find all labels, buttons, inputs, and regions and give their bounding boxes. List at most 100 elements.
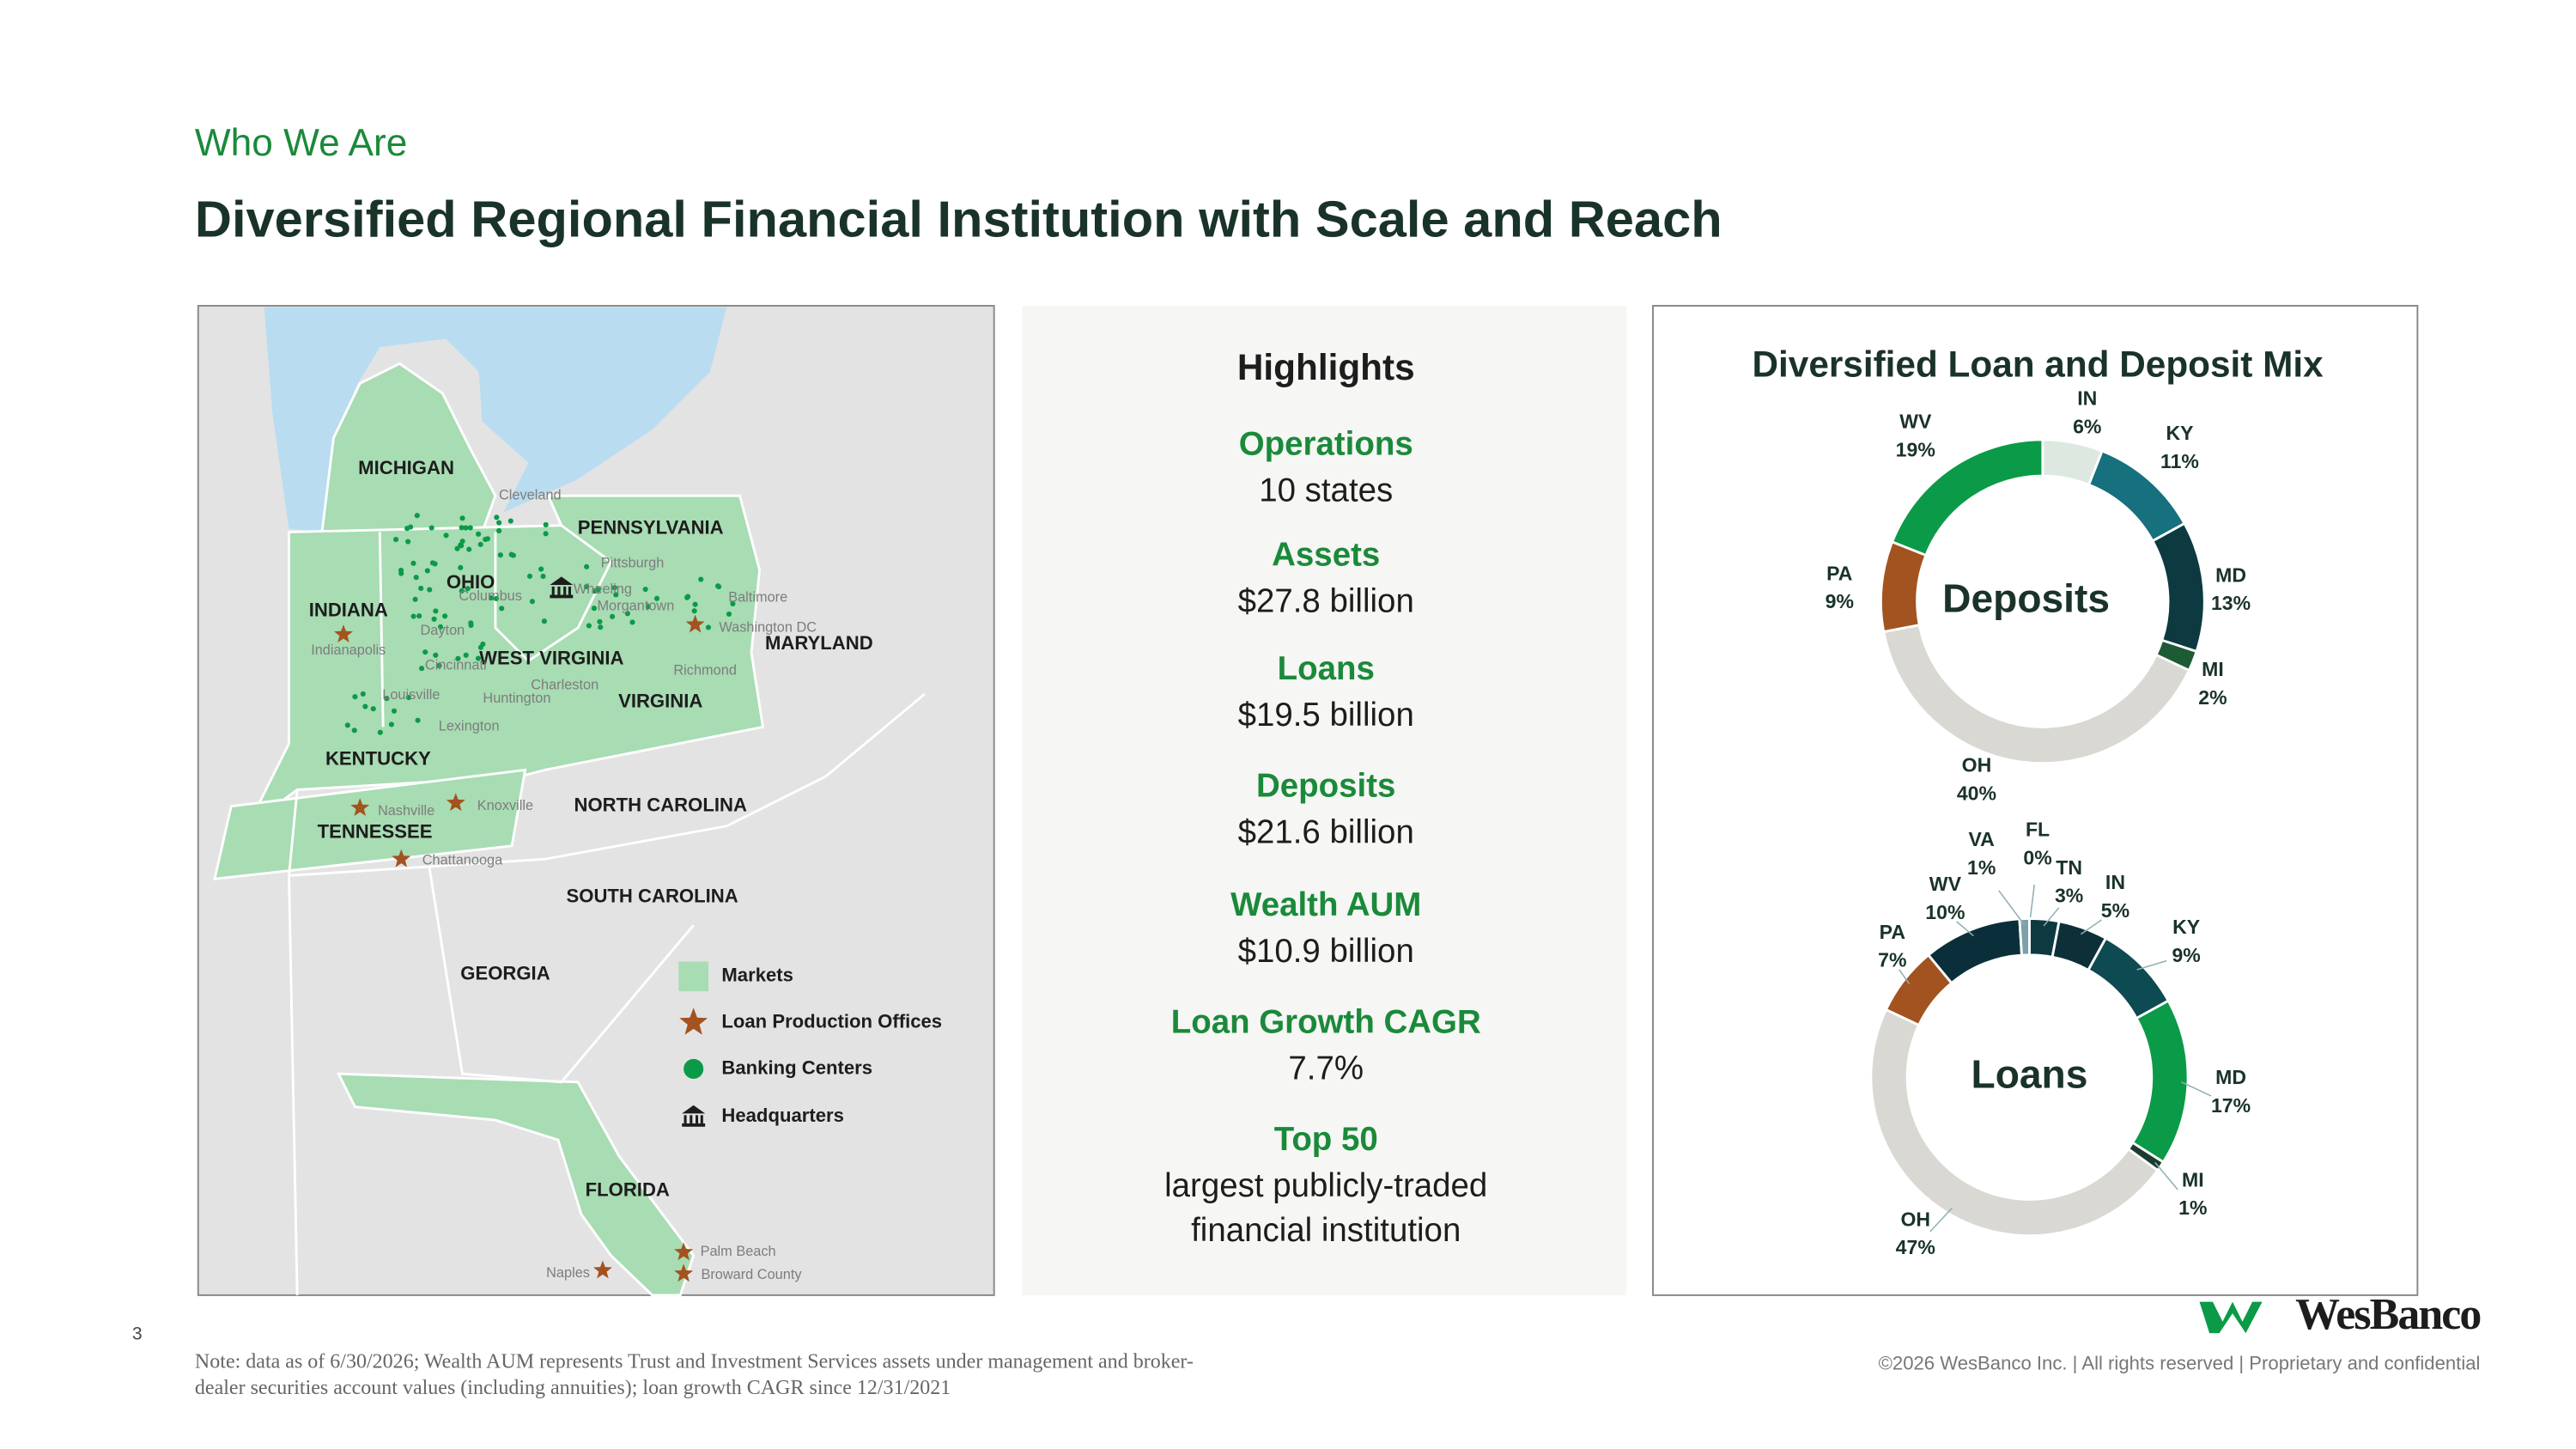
banking-center-dot bbox=[412, 596, 418, 602]
banking-center-dot bbox=[465, 586, 471, 592]
city-label: Richmond bbox=[673, 662, 737, 678]
banking-center-dot bbox=[424, 568, 430, 574]
loan-office-star bbox=[334, 624, 353, 643]
value-label: 19% bbox=[1896, 438, 1935, 460]
banking-center-dot bbox=[592, 588, 598, 594]
category-label: FL bbox=[2026, 819, 2050, 841]
city-label: Dayton bbox=[421, 623, 465, 638]
loan-office-star bbox=[685, 614, 705, 633]
headquarters-icon bbox=[557, 586, 561, 595]
banking-center-dot bbox=[344, 722, 350, 728]
highlight-value: $19.5 billion bbox=[1238, 697, 1414, 734]
banking-center-dot bbox=[466, 546, 472, 552]
city-label: Cleveland bbox=[499, 487, 562, 502]
state-label: VIRGINIA bbox=[618, 690, 702, 711]
banking-center-dot bbox=[507, 518, 513, 524]
banking-center-dot bbox=[653, 595, 660, 601]
category-label: OH bbox=[1962, 754, 1992, 776]
highlights-title: Highlights bbox=[1237, 347, 1415, 387]
headquarters-icon bbox=[682, 1123, 706, 1127]
banking-center-dot bbox=[463, 652, 469, 658]
banking-center-dot bbox=[428, 525, 434, 531]
state-label: FLORIDA bbox=[586, 1179, 670, 1201]
highlight-value: $27.8 billion bbox=[1238, 582, 1414, 619]
highlights-panel bbox=[1022, 306, 1627, 1295]
banking-center-dot bbox=[730, 600, 736, 607]
banking-center-dot bbox=[538, 566, 544, 572]
mix-title: Diversified Loan and Deposit Mix bbox=[1753, 344, 2324, 384]
state-label: MICHIGAN bbox=[358, 457, 454, 478]
loan-office-star bbox=[674, 1263, 694, 1282]
highlight-value: largest publicly-traded bbox=[1164, 1167, 1487, 1204]
banking-center-dot bbox=[692, 601, 698, 607]
banking-center-dot bbox=[583, 584, 590, 590]
value-label: 2% bbox=[2198, 686, 2227, 709]
banking-center-dot bbox=[629, 619, 635, 625]
legend-label: Banking Centers bbox=[721, 1056, 872, 1078]
banking-center-dot bbox=[413, 575, 419, 581]
value-label: 7% bbox=[1878, 949, 1906, 971]
banking-center-dot bbox=[684, 594, 690, 600]
category-label: KY bbox=[2166, 422, 2194, 444]
donut-segment bbox=[1890, 438, 2044, 557]
banking-center-dot bbox=[493, 595, 500, 602]
legend-label: Headquarters bbox=[721, 1105, 844, 1126]
banking-center-dot bbox=[437, 624, 444, 630]
category-label: TN bbox=[2056, 856, 2082, 879]
value-label: 0% bbox=[2023, 846, 2051, 868]
banking-center-dot bbox=[716, 583, 722, 590]
banking-center-dot bbox=[418, 585, 424, 592]
state-label: WEST VIRGINIA bbox=[479, 647, 623, 668]
banking-center-dot bbox=[586, 623, 592, 629]
donut-segment bbox=[1869, 1008, 2160, 1238]
headquarters-icon bbox=[700, 1115, 703, 1123]
banking-center-dot bbox=[384, 696, 390, 702]
banking-center-dot bbox=[463, 525, 469, 531]
city-label: Huntington bbox=[483, 691, 550, 706]
city-label: Washington DC bbox=[719, 619, 817, 635]
banking-center-dot bbox=[611, 585, 617, 591]
leader-line bbox=[2136, 959, 2167, 971]
city-label: Chattanooga bbox=[422, 852, 503, 868]
highlight-value: $10.9 billion bbox=[1238, 933, 1414, 970]
value-label: 47% bbox=[1896, 1236, 1935, 1258]
headquarters-icon bbox=[696, 1115, 699, 1123]
loan-office-star bbox=[446, 793, 465, 812]
highlight-label: Deposits bbox=[1256, 768, 1395, 805]
category-label: WV bbox=[1899, 411, 1932, 433]
leader-line bbox=[2080, 919, 2102, 935]
leader-line bbox=[1899, 969, 1911, 985]
leader-line bbox=[2043, 907, 2060, 927]
banking-center-dot bbox=[529, 599, 536, 605]
value-label: 9% bbox=[2172, 944, 2200, 966]
title: Diversified Regional Financial Instituti… bbox=[195, 191, 1722, 248]
value-label: 3% bbox=[2055, 885, 2083, 907]
headquarters-icon bbox=[551, 586, 555, 595]
city-label: Palm Beach bbox=[701, 1244, 776, 1259]
highlight-label: Loan Growth CAGR bbox=[1171, 1004, 1481, 1041]
city-label: Morgantown bbox=[597, 598, 674, 613]
banking-center-dot bbox=[377, 729, 383, 735]
city-label: Broward County bbox=[701, 1267, 802, 1282]
headquarters-icon bbox=[550, 594, 574, 599]
city-label: Baltimore bbox=[728, 590, 787, 606]
banking-center-dot bbox=[360, 691, 366, 697]
headquarters-icon bbox=[682, 1105, 706, 1114]
banking-center-dot bbox=[494, 514, 500, 521]
banking-center-dot bbox=[427, 587, 433, 593]
banking-center-dot bbox=[398, 570, 404, 576]
banking-center-dot bbox=[458, 564, 464, 570]
banking-center-dot bbox=[410, 560, 416, 566]
banking-center-dot bbox=[541, 618, 547, 624]
banking-center-dot bbox=[414, 513, 420, 519]
city-label: Lexington bbox=[439, 719, 500, 734]
banking-center-dot bbox=[591, 606, 598, 612]
banking-center-dot bbox=[691, 608, 697, 614]
banking-center-dot bbox=[726, 611, 732, 618]
category-label: IN bbox=[2105, 871, 2125, 893]
banking-center-dot bbox=[477, 541, 483, 547]
map-shapes bbox=[213, 307, 926, 1297]
banking-center-dot bbox=[540, 573, 546, 580]
category-label: PA bbox=[1826, 563, 1853, 585]
banking-center-dot bbox=[459, 539, 465, 545]
